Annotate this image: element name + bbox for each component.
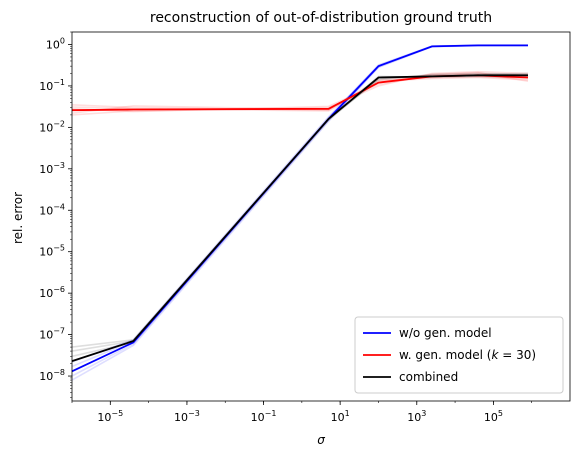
series-1-run-2	[71, 72, 529, 113]
series-2-run-2	[71, 72, 529, 358]
legend-label-2: combined	[399, 370, 458, 384]
series-2-run-1	[71, 75, 529, 348]
series-line-0	[71, 44, 528, 373]
legend-label-0: w/o gen. model	[399, 326, 492, 340]
x-tick-label: 101	[331, 409, 350, 424]
series-2-run-0	[71, 72, 529, 352]
series-line-1	[71, 74, 529, 112]
x-tick-label: 103	[407, 409, 426, 424]
y-axis-label: rel. error	[11, 192, 25, 244]
y-tick-label: 10−6	[39, 285, 65, 300]
axis-ticks: 10−5 10−3 10−1 101 103 105 10−8 10−7 10−6 10−5 10−…	[39, 31, 532, 424]
series-0-run-3	[71, 44, 528, 363]
series-1-run-3	[71, 75, 529, 114]
x-tick-label: 105	[484, 409, 503, 424]
y-tick-label: 10−4	[39, 202, 65, 217]
legend-label-1: w. gen. model (k = 30)	[399, 348, 536, 362]
series-1-run-0	[71, 70, 529, 116]
y-tick-label: 10−8	[39, 368, 65, 383]
chart-title: reconstruction of out-of-distribution gr…	[150, 10, 492, 26]
y-tick-label: 10−5	[39, 244, 65, 259]
y-tick-label: 100	[46, 36, 65, 51]
x-tick-label: 10−3	[174, 409, 200, 424]
y-tick-label: 10−7	[39, 327, 65, 342]
x-tick-label: 10−1	[251, 409, 277, 424]
x-axis-label: σ	[317, 433, 325, 447]
y-tick-label: 10−2	[39, 119, 65, 134]
series-line-2	[71, 74, 528, 362]
y-tick-label: 10−1	[39, 78, 65, 93]
legend-box	[354, 316, 564, 394]
series-lines	[71, 44, 529, 373]
legend: w/o gen. model w. gen. model (k = 30) comb…	[354, 316, 564, 394]
x-tick-label: 10−5	[97, 409, 123, 424]
series-1-run-1	[71, 76, 529, 112]
y-tick-label: 10−3	[39, 161, 65, 176]
